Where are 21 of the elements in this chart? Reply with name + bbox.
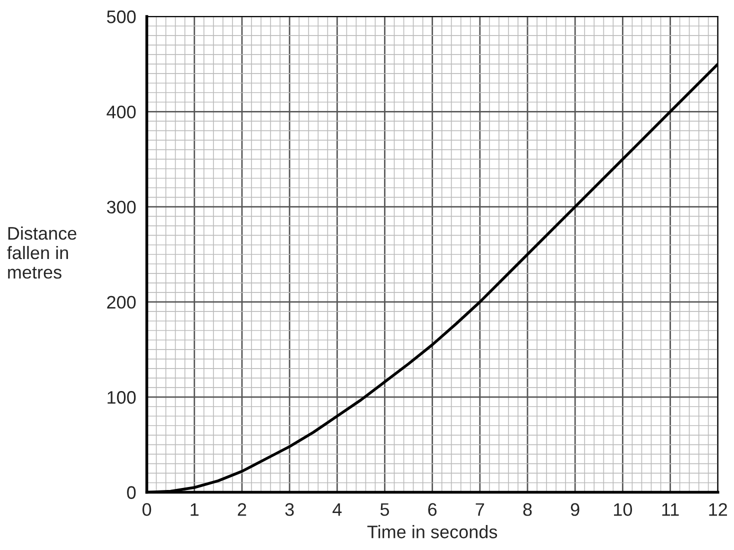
x-tick-label: 11 [662,503,679,516]
y-tick-label: 100 [108,391,136,404]
x-tick-label: 12 [709,503,727,516]
x-axis-title: Time in seconds [367,525,498,538]
x-tick-label: 1 [190,503,199,516]
x-tick-label: 0 [142,503,152,516]
x-tick-label: 6 [428,503,437,516]
x-tick-label: 8 [523,503,532,516]
y-tick-label: 400 [106,106,136,118]
y-tick-label: 0 [127,486,136,499]
x-tick-label: 2 [238,503,246,516]
y-tick-label: 300 [106,200,136,214]
y-tick-label: 200 [107,296,136,309]
x-tick-label: 9 [570,503,580,516]
y-axis-title: Distance fallen in metres [7,226,76,279]
x-tick-label: 5 [380,503,390,516]
y-tick-label: 500 [106,10,136,24]
x-tick-label: 7 [476,503,484,516]
x-tick-label: 4 [332,503,342,516]
x-tick-label: 3 [285,503,294,516]
x-tick-label: 10 [614,503,632,516]
